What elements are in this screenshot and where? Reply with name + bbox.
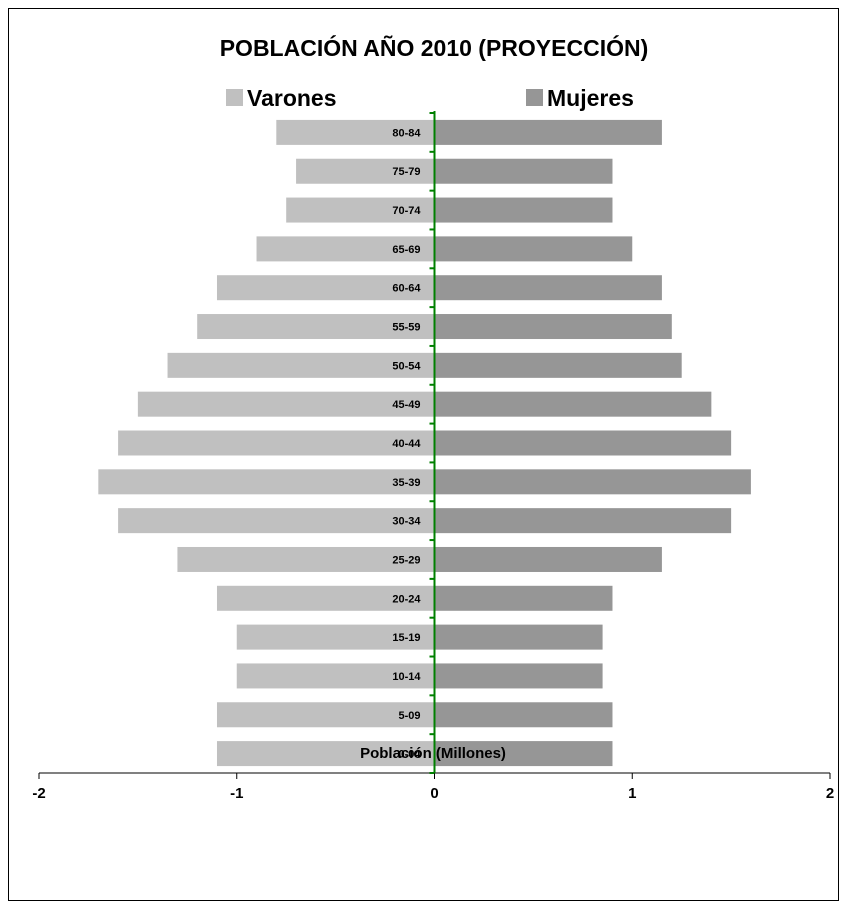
bar-mujeres-10-14 xyxy=(434,663,603,689)
category-label-15-19: 15-19 xyxy=(392,632,420,644)
category-label-80-84: 80-84 xyxy=(392,127,421,139)
bar-varones-80-84 xyxy=(276,119,435,145)
bar-mujeres-45-49 xyxy=(434,391,712,417)
bar-varones-40-44 xyxy=(118,430,435,456)
category-labels: 0-04 5-09 10-14 15-19 20-24 25-29 30-34 35-39 40… xyxy=(392,127,421,760)
legend-label-varones: Varones xyxy=(247,85,337,111)
x-tick-label-0: 0 xyxy=(430,785,438,802)
bar-mujeres-50-54 xyxy=(434,352,682,378)
bar-mujeres-35-39 xyxy=(434,469,751,495)
category-label-30-34: 30-34 xyxy=(392,516,421,528)
bar-varones-35-39 xyxy=(98,469,435,495)
x-tick-label-2: 2 xyxy=(826,785,834,802)
chart-title: POBLACIÓN AÑO 2010 (PROYECCIÓN) xyxy=(220,34,649,61)
bars xyxy=(98,119,751,767)
bar-varones-20-24 xyxy=(216,585,435,611)
chart-frame: POBLACIÓN AÑO 2010 (PROYECCIÓN) Varones M… xyxy=(8,8,839,901)
x-tick-label--1: -1 xyxy=(230,785,243,802)
category-label-70-74: 70-74 xyxy=(392,205,421,217)
bar-varones-5-09 xyxy=(216,702,435,728)
bar-mujeres-70-74 xyxy=(434,197,613,223)
bar-varones-30-34 xyxy=(118,508,435,534)
bar-mujeres-15-19 xyxy=(434,624,603,650)
bar-varones-65-69 xyxy=(256,236,435,262)
category-label-0-04: 0-04 xyxy=(398,749,421,761)
bar-varones-55-59 xyxy=(197,314,435,340)
bar-varones-75-79 xyxy=(296,158,435,184)
category-label-75-79: 75-79 xyxy=(392,166,420,178)
bar-mujeres-80-84 xyxy=(434,119,662,145)
category-label-25-29: 25-29 xyxy=(392,554,420,566)
bar-mujeres-5-09 xyxy=(434,702,613,728)
bar-varones-0-04 xyxy=(216,741,435,767)
x-tick-label-1: 1 xyxy=(628,785,636,802)
bar-mujeres-20-24 xyxy=(434,585,613,611)
category-label-55-59: 55-59 xyxy=(392,322,420,334)
category-label-40-44: 40-44 xyxy=(392,438,421,450)
x-axis-label: Población (Millones) xyxy=(360,745,506,762)
bar-varones-70-74 xyxy=(286,197,435,223)
bar-varones-50-54 xyxy=(167,352,435,378)
axes: -2 -1 0 1 2 xyxy=(32,111,834,802)
category-label-5-09: 5-09 xyxy=(398,710,420,722)
category-label-20-24: 20-24 xyxy=(392,593,421,605)
bar-varones-25-29 xyxy=(177,546,435,572)
legend-swatch-mujeres xyxy=(526,89,543,106)
bar-mujeres-65-69 xyxy=(434,236,633,262)
category-label-65-69: 65-69 xyxy=(392,244,420,256)
category-label-60-64: 60-64 xyxy=(392,283,421,295)
bar-mujeres-75-79 xyxy=(434,158,613,184)
bar-varones-15-19 xyxy=(236,624,435,650)
category-label-45-49: 45-49 xyxy=(392,399,420,411)
bar-mujeres-55-59 xyxy=(434,314,672,340)
legend-label-mujeres: Mujeres xyxy=(547,85,634,111)
bar-varones-10-14 xyxy=(236,663,435,689)
category-label-35-39: 35-39 xyxy=(392,477,420,489)
bar-mujeres-40-44 xyxy=(434,430,732,456)
bar-varones-60-64 xyxy=(216,275,435,301)
legend: Varones Mujeres xyxy=(226,85,634,111)
bar-mujeres-25-29 xyxy=(434,546,662,572)
bar-varones-45-49 xyxy=(137,391,435,417)
category-label-50-54: 50-54 xyxy=(392,360,421,372)
legend-swatch-varones xyxy=(226,89,243,106)
bar-mujeres-30-34 xyxy=(434,508,732,534)
population-pyramid-chart: POBLACIÓN AÑO 2010 (PROYECCIÓN) Varones M… xyxy=(32,34,834,802)
category-label-10-14: 10-14 xyxy=(392,671,421,683)
bar-mujeres-0-04 xyxy=(434,741,613,767)
bar-mujeres-60-64 xyxy=(434,275,662,301)
x-tick-label--2: -2 xyxy=(32,785,45,802)
